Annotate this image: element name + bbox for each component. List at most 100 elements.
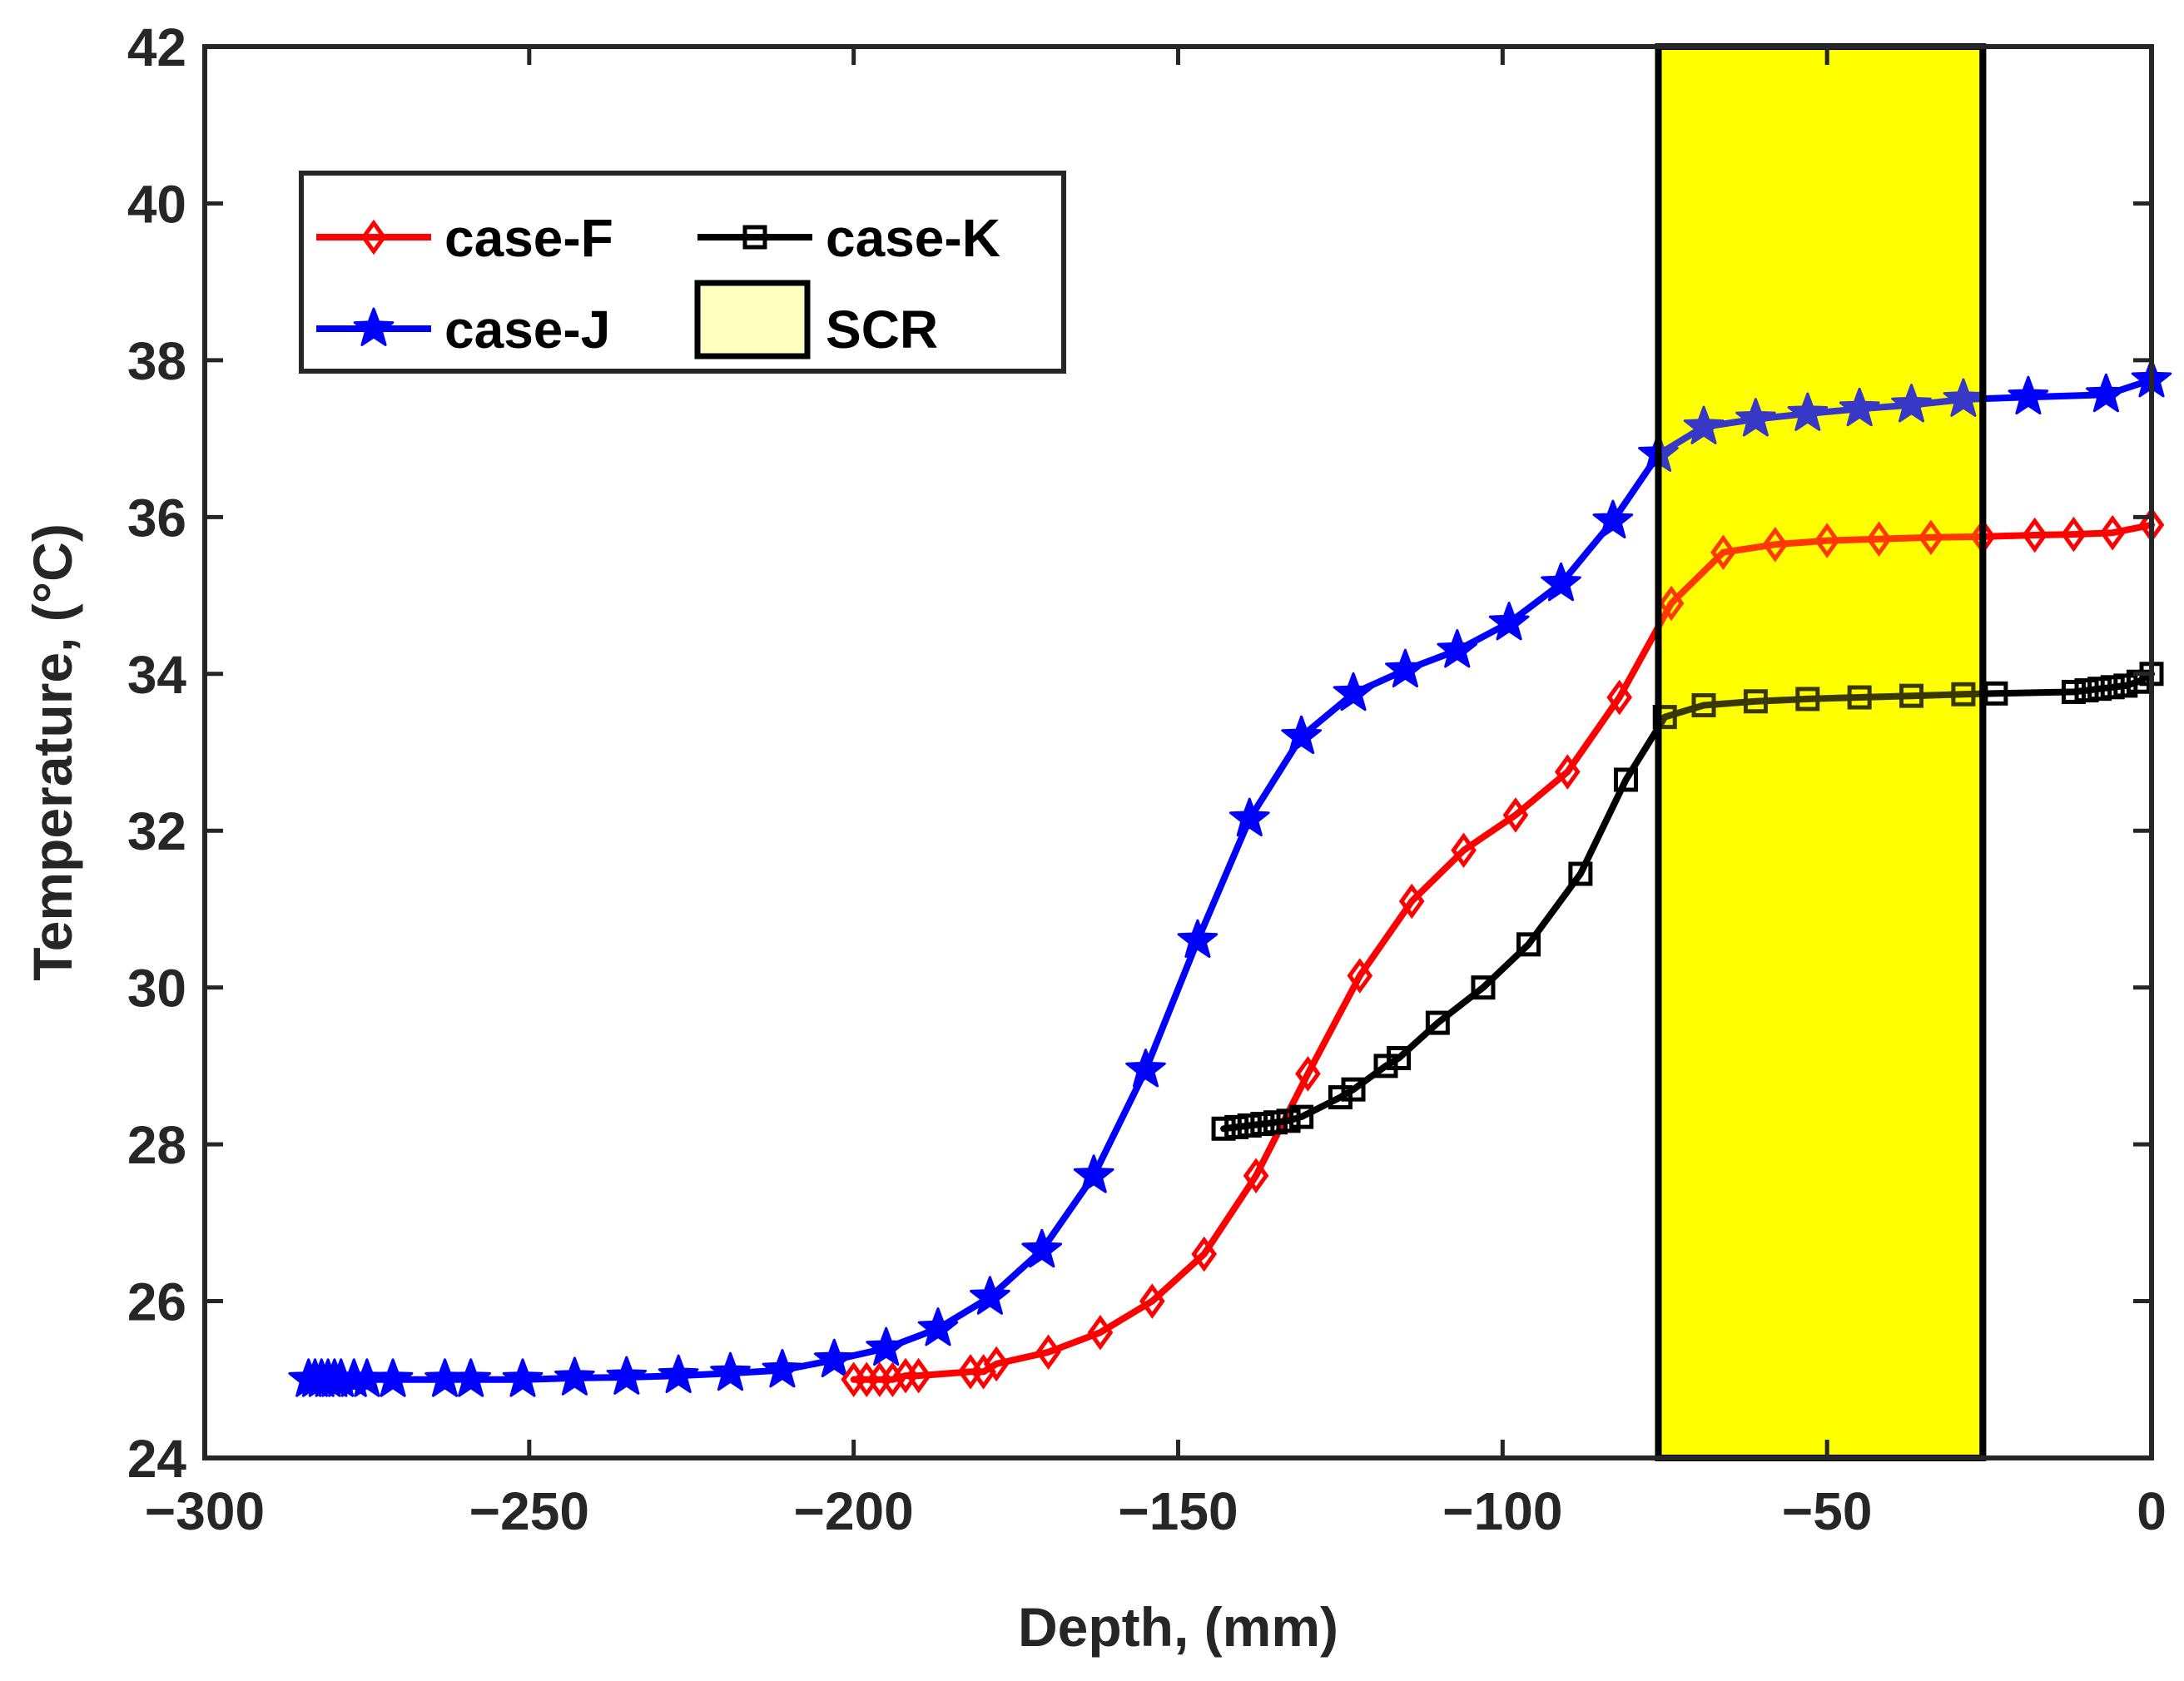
y-tick-label: 32 — [127, 801, 186, 861]
series-line-case-k — [1220, 670, 2155, 1133]
data-point-case-j — [502, 1358, 544, 1397]
data-point-case-k — [1250, 1112, 1275, 1137]
data-point-case-j — [1592, 499, 1634, 538]
data-point-case-f — [1658, 585, 1685, 622]
legend-label-scr: SCR — [826, 300, 938, 360]
x-axis-ticks: −300 −250 −200 −150 −100 −50 0 — [145, 47, 2167, 1541]
scr-shaded-region — [1655, 43, 1987, 1461]
legend-symbol-case-j — [316, 307, 431, 346]
legend-entry-case-k: case-K — [697, 208, 1000, 268]
data-point-case-j — [606, 1356, 648, 1395]
series-case-f — [841, 507, 2165, 1398]
data-point-case-k — [1211, 1116, 1236, 1141]
data-point-case-k — [1471, 975, 1496, 1000]
data-point-case-k — [1613, 767, 1638, 792]
legend-label-case-j: case-J — [444, 300, 610, 360]
data-point-case-f — [983, 1346, 1010, 1382]
data-point-case-f — [1035, 1334, 1061, 1371]
y-axis-title: Temperature, (°C) — [22, 523, 83, 981]
data-point-case-j — [1125, 1049, 1166, 1088]
data-point-case-k — [1341, 1077, 1366, 1102]
data-point-case-k — [1568, 861, 1593, 886]
x-tick-label: −200 — [794, 1481, 914, 1541]
data-point-case-k — [1328, 1085, 1353, 1110]
data-point-case-k — [1263, 1110, 1288, 1135]
data-point-case-k — [1795, 687, 1820, 712]
legend-box — [299, 171, 1066, 374]
data-point-case-j — [970, 1276, 1010, 1315]
data-point-case-j — [1488, 602, 1530, 641]
y-tick-label: 30 — [127, 959, 186, 1019]
series-layer — [288, 43, 2172, 1461]
y-tick-label: 38 — [127, 331, 186, 391]
data-point-case-j — [1839, 387, 1880, 427]
x-tick-label: −250 — [469, 1481, 589, 1541]
data-point-case-j — [1333, 672, 1374, 712]
data-point-case-f — [1139, 1283, 1165, 1319]
data-point-case-k — [1951, 682, 1976, 707]
y-axis-ticks: 24 26 28 30 32 34 36 38 40 42 — [127, 17, 2152, 1489]
data-point-case-f — [1762, 527, 1789, 563]
data-point-case-j — [1541, 562, 1581, 602]
data-point-case-j — [710, 1351, 751, 1391]
data-point-case-j — [658, 1354, 699, 1393]
data-point-case-j — [554, 1356, 595, 1396]
x-tick-label: −300 — [145, 1481, 265, 1541]
data-point-case-j — [1073, 1154, 1114, 1193]
x-tick-label: 0 — [2137, 1481, 2167, 1541]
data-point-case-k — [1516, 932, 1541, 957]
y-tick-label: 24 — [127, 1429, 187, 1489]
y-tick-label: 26 — [127, 1272, 186, 1332]
x-tick-label: −150 — [1118, 1481, 1238, 1541]
legend-symbol-case-f — [316, 219, 431, 255]
data-point-case-f — [1866, 521, 1892, 557]
data-point-case-k — [1276, 1108, 1301, 1133]
data-point-case-f — [1502, 797, 1529, 833]
data-point-case-f — [1918, 519, 1944, 556]
data-point-case-j — [2086, 373, 2127, 413]
data-point-case-j — [866, 1326, 906, 1366]
data-point-case-j — [1228, 797, 1270, 836]
data-point-case-j — [1891, 384, 1932, 423]
data-point-case-j — [2008, 375, 2049, 415]
legend-entry-case-j: case-J — [316, 300, 610, 360]
data-point-case-j — [1021, 1228, 1063, 1268]
data-point-case-f — [1398, 883, 1425, 920]
x-axis-title: Depth, (mm) — [1018, 1596, 1338, 1658]
data-point-case-k — [1847, 685, 1872, 710]
data-point-case-k — [1899, 683, 1924, 708]
data-point-case-k — [1691, 692, 1716, 717]
data-point-case-j — [1735, 398, 1776, 437]
data-point-case-k — [1652, 705, 1677, 730]
data-point-case-f — [1710, 534, 1736, 571]
y-tick-label: 34 — [127, 645, 187, 705]
legend: case-F case-K case-J SCR — [299, 171, 1066, 374]
data-point-case-f — [2099, 514, 2126, 551]
data-point-case-k — [2100, 675, 2125, 700]
data-point-case-j — [372, 1358, 414, 1397]
data-point-case-j — [762, 1349, 803, 1388]
data-point-case-f — [1087, 1314, 1114, 1351]
scr-region-overlay — [1655, 43, 1987, 1461]
data-point-case-k — [1425, 1010, 1450, 1035]
y-tick-label: 40 — [127, 174, 186, 234]
x-tick-label: −100 — [1442, 1481, 1562, 1541]
data-point-case-k — [1237, 1113, 1262, 1138]
data-point-case-k — [1224, 1114, 1249, 1139]
data-point-case-f — [1191, 1236, 1218, 1272]
data-point-case-k — [1289, 1104, 1314, 1129]
legend-symbol-case-k — [697, 225, 812, 250]
data-point-case-k — [2087, 677, 2112, 702]
legend-entry-case-f: case-F — [316, 208, 613, 268]
data-point-case-k — [1743, 689, 1768, 714]
data-point-case-k — [2126, 669, 2151, 694]
data-point-case-f — [1295, 1056, 1321, 1092]
data-point-case-f — [1243, 1158, 1269, 1194]
data-point-case-f — [1606, 679, 1632, 716]
data-point-case-j — [1787, 392, 1829, 431]
legend-marker — [742, 225, 767, 250]
data-point-case-f — [1814, 523, 1840, 558]
data-point-case-j — [1385, 648, 1426, 687]
y-tick-label: 28 — [127, 1115, 186, 1175]
data-point-case-f — [906, 1357, 931, 1394]
